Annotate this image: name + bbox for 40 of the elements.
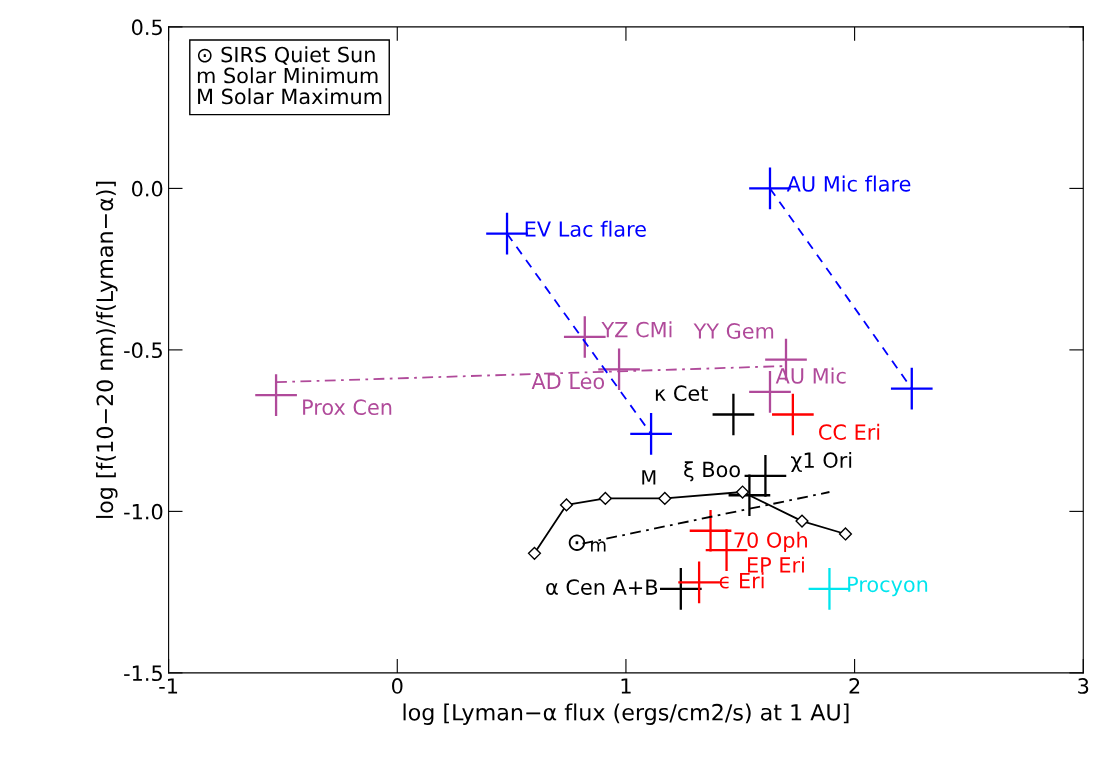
series-label: YY Gem xyxy=(693,323,774,339)
series-label: EP Eri xyxy=(748,556,804,573)
x-tick-label: 3 xyxy=(1078,678,1089,694)
series-label: YZ CMi xyxy=(601,321,672,338)
point xyxy=(712,393,755,436)
point xyxy=(795,514,809,528)
series-label: ϵ Eri xyxy=(719,572,764,589)
point xyxy=(744,455,787,497)
x-tick-label: 1 xyxy=(621,678,631,694)
annotation: ⊙ xyxy=(568,534,586,551)
point xyxy=(527,546,542,560)
series-label: Procyon xyxy=(848,576,928,597)
series-label: EV Lac flare xyxy=(525,220,646,237)
x-axis-title: log [Lyman−α flux (ergs/cm2/s) at 1 AU] xyxy=(403,703,849,725)
y-tick-label: -0.5 xyxy=(124,342,162,359)
point xyxy=(678,561,720,604)
series-label: κ Cet xyxy=(655,385,708,402)
x-tick-label: 2 xyxy=(849,678,860,694)
point xyxy=(689,509,732,552)
series-label: Prox Cen xyxy=(303,399,392,416)
point xyxy=(772,393,814,436)
y-tick-label: 0.0 xyxy=(131,180,163,197)
series-label: ξ Boo xyxy=(684,461,740,482)
point xyxy=(598,491,612,506)
x-tick-label: 0 xyxy=(392,678,403,694)
y-axis-title: log [f(10−20 nm)/f(Lyman−α)] xyxy=(96,181,118,518)
annotation: M xyxy=(642,470,656,485)
series-label: CC Eri xyxy=(819,423,880,440)
annotation: ⊙ SIRS Quiet Sun m Solar Minimum M Solar Maximum xyxy=(197,46,382,105)
series-label: χ1 Ori xyxy=(791,451,852,473)
series-label: 70 Oph xyxy=(734,531,807,552)
y-tick-label: 0.5 xyxy=(131,19,162,36)
point xyxy=(658,491,672,506)
series-label: α Cen A+B xyxy=(546,579,658,595)
point xyxy=(559,498,574,512)
series-label: AD Leo xyxy=(531,373,605,390)
y-tick-label: -1.0 xyxy=(124,503,163,520)
annotation: m xyxy=(591,541,606,552)
point xyxy=(838,527,853,541)
series-label: AU Mic flare xyxy=(786,175,911,192)
